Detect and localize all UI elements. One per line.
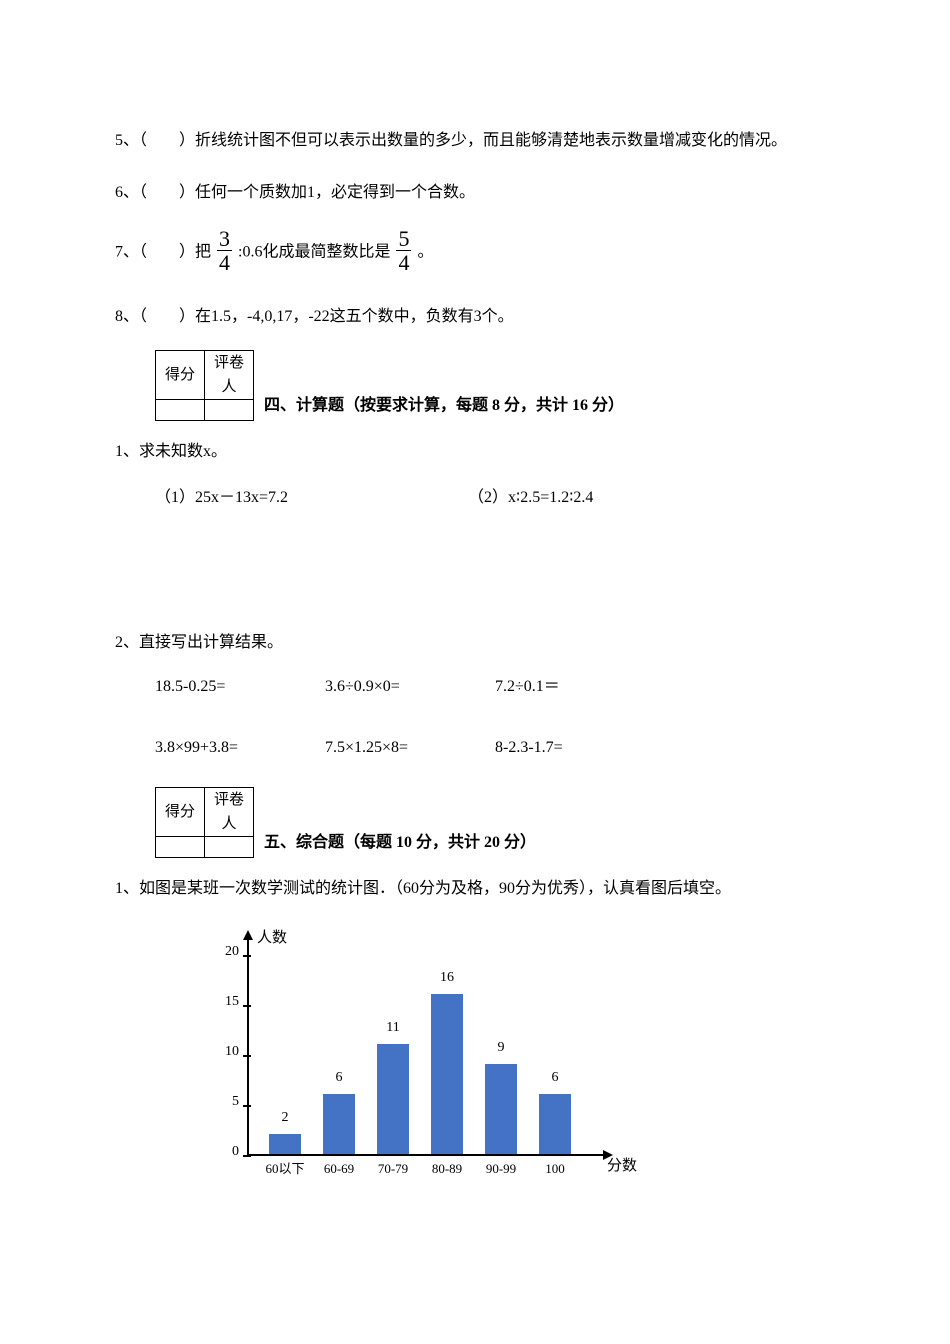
q7-text-pre: 7、（ ）把 <box>115 243 211 260</box>
y-axis-label: 人数 <box>257 926 287 950</box>
bars-container: 26111696 <box>247 954 607 1154</box>
grader-cell[interactable] <box>205 399 254 420</box>
y-tick <box>243 1105 251 1107</box>
fraction-denominator: 4 <box>396 251 411 274</box>
equation-2: （2）x∶2.5=1.2∶2.4 <box>468 485 593 511</box>
score-table: 得分 评卷人 <box>155 350 254 421</box>
score-header: 得分 <box>156 350 205 399</box>
bar-value-label: 2 <box>269 1107 301 1129</box>
question-8: 8、（ ）在1.5，-4,0,17，-22这五个数中，负数有3个。 <box>115 304 835 330</box>
score-cell[interactable] <box>156 836 205 857</box>
bar: 2 <box>269 1134 301 1154</box>
calc-cell: 7.5×1.25×8= <box>325 735 495 761</box>
x-axis-label: 分数 <box>607 1154 637 1178</box>
equation-1: （1）25x－13x=7.2 <box>155 485 288 511</box>
section-5-title: 五、综合题（每题 10 分，共计 20 分） <box>264 830 536 858</box>
y-tick-label: 20 <box>209 941 239 963</box>
q7-text-mid: :0.6化成最简整数比是 <box>238 243 390 260</box>
x-category-label: 70-79 <box>369 1159 417 1180</box>
y-tick-label: 10 <box>209 1041 239 1063</box>
y-tick <box>243 1005 251 1007</box>
x-category-label: 100 <box>531 1159 579 1180</box>
fraction-numerator: 3 <box>217 227 232 251</box>
section4-q1-equations: （1）25x－13x=7.2 （2）x∶2.5=1.2∶2.4 <box>155 485 835 511</box>
bar-value-label: 16 <box>431 967 463 989</box>
fraction-numerator: 5 <box>396 227 411 251</box>
y-tick-label: 15 <box>209 991 239 1013</box>
calc-cell: 18.5-0.25= <box>155 674 325 700</box>
bar-value-label: 6 <box>539 1067 571 1089</box>
fraction-5-4: 5 4 <box>396 227 411 274</box>
y-tick <box>243 955 251 957</box>
bar-value-label: 9 <box>485 1037 517 1059</box>
q7-text-post: 。 <box>417 243 433 260</box>
bar: 6 <box>323 1094 355 1154</box>
x-category-label: 90-99 <box>477 1159 525 1180</box>
bar-value-label: 6 <box>323 1067 355 1089</box>
grader-header: 评卷人 <box>205 350 254 399</box>
y-tick <box>243 1055 251 1057</box>
score-header: 得分 <box>156 787 205 836</box>
question-5: 5、（ ）折线统计图不但可以表示出数量的多少，而且能够清楚地表示数量增减变化的情… <box>115 128 835 154</box>
calc-grid: 18.5-0.25= 3.6÷0.9×0= 7.2÷0.1＝ 3.8×99+3.… <box>155 674 835 761</box>
fraction-denominator: 4 <box>217 251 232 274</box>
x-category-label: 60-69 <box>315 1159 363 1180</box>
grader-header: 评卷人 <box>205 787 254 836</box>
calc-cell: 8-2.3-1.7= <box>495 735 665 761</box>
bar: 11 <box>377 1044 409 1154</box>
grader-cell[interactable] <box>205 836 254 857</box>
y-axis-arrow-icon <box>243 930 253 940</box>
section4-q2: 2、直接写出计算结果。 <box>115 630 835 656</box>
x-axis <box>247 1154 607 1156</box>
question-6: 6、（ ）任何一个质数加1，必定得到一个合数。 <box>115 180 835 206</box>
exam-page: 5、（ ）折线统计图不但可以表示出数量的多少，而且能够清楚地表示数量增减变化的情… <box>0 0 950 1240</box>
bar: 6 <box>539 1094 571 1154</box>
calc-cell: 3.6÷0.9×0= <box>325 674 495 700</box>
y-tick <box>243 1155 251 1157</box>
section-4-header: 得分 评卷人 四、计算题（按要求计算，每题 8 分，共计 16 分） <box>115 350 835 421</box>
y-tick-label: 5 <box>209 1091 239 1113</box>
x-category-label: 60以下 <box>261 1159 309 1180</box>
section4-q1: 1、求未知数x。 <box>115 439 835 465</box>
calc-cell: 7.2÷0.1＝ <box>495 674 665 700</box>
section-4-title: 四、计算题（按要求计算，每题 8 分，共计 16 分） <box>264 393 624 421</box>
section5-q1: 1、如图是某班一次数学测试的统计图．（60分为及格，90分为优秀），认真看图后填… <box>115 876 835 902</box>
bar: 16 <box>431 994 463 1154</box>
bar-value-label: 11 <box>377 1017 409 1039</box>
section-5-header: 得分 评卷人 五、综合题（每题 10 分，共计 20 分） <box>115 787 835 858</box>
calc-cell: 3.8×99+3.8= <box>155 735 325 761</box>
fraction-3-4: 3 4 <box>217 227 232 274</box>
bar-chart: 人数 分数 26111696 0510152060以下60-6970-7980-… <box>205 920 625 1180</box>
x-category-label: 80-89 <box>423 1159 471 1180</box>
question-7: 7、（ ）把 3 4 :0.6化成最简整数比是 5 4 。 <box>115 229 835 276</box>
chart-canvas: 人数 分数 26111696 0510152060以下60-6970-7980-… <box>205 920 625 1180</box>
score-cell[interactable] <box>156 399 205 420</box>
y-tick-label: 0 <box>209 1141 239 1163</box>
score-table: 得分 评卷人 <box>155 787 254 858</box>
bar: 9 <box>485 1064 517 1154</box>
